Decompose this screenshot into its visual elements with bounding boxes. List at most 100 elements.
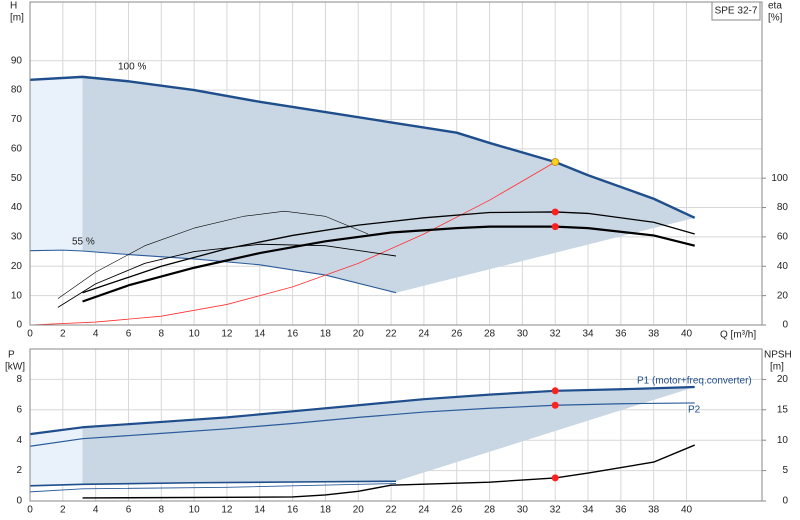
y-tick-label: 90: [11, 55, 23, 66]
x-tick-label: 14: [254, 329, 266, 340]
x-tick-label: 20: [353, 505, 365, 516]
x-tick-label: 32: [550, 329, 562, 340]
y-axis-unit: [m]: [10, 13, 24, 24]
y-tick-label: 10: [11, 290, 23, 301]
x-tick-label: 14: [254, 505, 266, 516]
y2-axis-label: eta: [768, 1, 782, 12]
operating-range: [82, 76, 695, 293]
x-tick-label: 4: [93, 329, 99, 340]
annotation: 100 %: [118, 62, 146, 73]
operating-range: [82, 387, 695, 485]
y-tick-label: 30: [11, 232, 23, 243]
y2-tick-label: 5: [782, 465, 788, 476]
x-tick-label: 24: [418, 505, 430, 516]
x-tick-label: 6: [126, 329, 132, 340]
y-tick-label: 0: [16, 496, 22, 507]
x-tick-label: 36: [615, 329, 627, 340]
annotation: 55 %: [72, 237, 95, 248]
curve: [29, 75, 696, 219]
x-tick-label: 38: [648, 505, 660, 516]
operating-range-light: [30, 76, 83, 252]
y-tick-label: 70: [11, 114, 23, 125]
x-tick-label: 8: [159, 505, 165, 516]
curve: [29, 385, 695, 436]
curve: [29, 483, 397, 493]
y2-tick-label: 60: [777, 232, 789, 243]
duty-point: [551, 474, 559, 482]
x-tick-label: 16: [287, 505, 299, 516]
operating-range-light: [30, 427, 83, 486]
x-tick-label: 0: [27, 505, 33, 516]
x-axis-label: Q [m³/h]: [720, 330, 756, 341]
y2-tick-label: 40: [777, 261, 789, 272]
y-axis-unit: [kW]: [5, 362, 25, 373]
y2-tick-label: 20: [777, 374, 789, 385]
series-label: P2: [688, 405, 701, 416]
x-tick-label: 26: [451, 329, 463, 340]
x-tick-label: 30: [517, 329, 529, 340]
x-tick-label: 12: [221, 329, 233, 340]
curve: [57, 243, 397, 308]
x-tick-label: 18: [320, 505, 332, 516]
x-tick-label: 32: [550, 505, 562, 516]
x-tick-label: 22: [386, 505, 398, 516]
y-tick-label: 4: [16, 435, 22, 446]
curve: [29, 402, 695, 447]
curve: [82, 225, 695, 303]
x-tick-label: 10: [189, 329, 201, 340]
curve: [29, 161, 556, 326]
x-tick-label: 28: [484, 505, 496, 516]
y-tick-label: 60: [11, 143, 23, 154]
y-tick-label: 40: [11, 202, 23, 213]
x-tick-label: 2: [60, 505, 66, 516]
y-tick-label: 2: [16, 465, 22, 476]
y2-tick-label: 20: [777, 290, 789, 301]
x-tick-label: 10: [189, 505, 201, 516]
duty-point: [551, 401, 559, 409]
x-tick-label: 28: [484, 329, 496, 340]
y-tick-label: 20: [11, 261, 23, 272]
y2-tick-label: 100: [771, 173, 788, 184]
curve: [29, 480, 397, 487]
x-tick-label: 8: [159, 329, 165, 340]
x-tick-label: 34: [582, 329, 594, 340]
duty-point: [551, 208, 559, 216]
x-tick-label: 0: [27, 329, 33, 340]
duty-point: [551, 387, 559, 395]
x-tick-label: 18: [320, 329, 332, 340]
x-tick-label: 4: [93, 505, 99, 516]
curve: [82, 211, 695, 294]
x-tick-label: 6: [126, 505, 132, 516]
x-tick-label: 22: [386, 329, 398, 340]
x-tick-label: 40: [681, 329, 693, 340]
y-tick-label: 8: [16, 374, 22, 385]
chart-title: SPE 32-7: [715, 6, 758, 17]
duty-point: [551, 158, 560, 166]
curve: [29, 249, 397, 294]
x-tick-label: 20: [353, 329, 365, 340]
y2-axis-unit: [m]: [770, 362, 784, 373]
duty-point: [551, 223, 559, 231]
x-tick-label: 2: [60, 329, 66, 340]
y2-axis-unit: [%]: [768, 13, 783, 24]
plot-frame: [29, 348, 763, 502]
curve: [82, 444, 695, 499]
y-tick-label: 0: [16, 320, 22, 331]
x-tick-label: 12: [221, 505, 233, 516]
y-axis-label: H: [10, 1, 17, 12]
y-tick-label: 80: [11, 85, 23, 96]
x-tick-label: 36: [615, 505, 627, 516]
x-tick-label: 30: [517, 505, 529, 516]
y2-tick-label: 15: [777, 404, 789, 415]
y2-axis-label: NPSH: [764, 350, 792, 361]
series-label: P1 (motor+freq.converter): [637, 376, 752, 387]
y2-tick-label: 0: [782, 496, 788, 507]
x-tick-label: 34: [582, 505, 594, 516]
x-tick-label: 38: [648, 329, 660, 340]
x-tick-label: 16: [287, 329, 299, 340]
y-tick-label: 50: [11, 173, 23, 184]
y2-tick-label: 80: [777, 202, 789, 213]
x-tick-label: 24: [418, 329, 430, 340]
y2-tick-label: 0: [782, 320, 788, 331]
